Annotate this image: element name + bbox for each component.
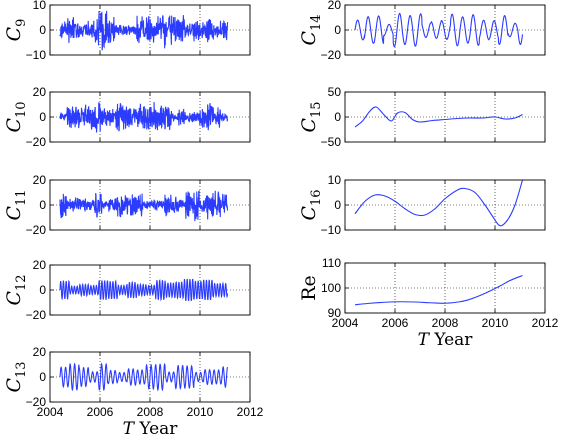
y-tick-label: 20 [33, 345, 47, 359]
panel-c12: 20 0 −20 C12 [3, 258, 251, 322]
y-tick-label: 0 [334, 198, 341, 212]
y-tick-label: 0 [39, 110, 46, 124]
series-line [354, 274, 523, 306]
x-tick-label: 2010 [187, 405, 214, 419]
panel-c11: 20 0 −20 C11 [3, 173, 251, 237]
y-tick-label: 20 [33, 85, 47, 99]
series-line [59, 189, 229, 222]
panel-c9: 10 0 −10 C9 [3, 0, 251, 62]
y-tick-label: 20 [33, 173, 47, 187]
y-axis-label: C10 [3, 101, 29, 132]
series-line [59, 362, 229, 392]
y-tick-label: 90 [328, 306, 342, 320]
panel-c14: 20 0 −20 C14 [298, 0, 546, 62]
y-tick-label: 0 [39, 283, 46, 297]
y-tick-label: −20 [321, 48, 342, 62]
x-tick-label: 2012 [237, 405, 264, 419]
y-axis-label: C12 [3, 274, 29, 305]
x-tick-label: 2006 [87, 405, 114, 419]
y-axis-label: C15 [298, 101, 324, 132]
series-line [354, 106, 523, 128]
panel-c16: 10 0 −10 C16 [298, 173, 546, 237]
panel-c10: 20 0 −20 C10 [3, 85, 251, 149]
y-tick-label: 110 [322, 256, 341, 270]
y-axis-label: Re [298, 275, 320, 301]
y-tick-label: 0 [39, 370, 46, 384]
y-tick-label: 100 [321, 281, 341, 295]
y-tick-label: 0 [39, 23, 46, 37]
y-tick-label: −10 [321, 223, 342, 237]
x-tick-label: 2006 [382, 316, 409, 330]
y-tick-label: −10 [26, 48, 47, 62]
x-tick-label: 2008 [432, 316, 459, 330]
series-line [354, 179, 524, 227]
x-tick-label: 2004 [332, 316, 359, 330]
y-axis-label: C14 [298, 14, 324, 45]
y-tick-label: −20 [26, 395, 47, 409]
y-tick-label: −20 [26, 135, 47, 149]
y-tick-label: 0 [39, 198, 46, 212]
y-tick-label: 0 [334, 23, 341, 37]
y-tick-label: −20 [26, 223, 47, 237]
panel-c15: 50 0 −50 C15 [298, 85, 546, 149]
series-line [354, 12, 524, 48]
y-axis-label: C11 [3, 189, 29, 220]
y-tick-label: −50 [321, 135, 342, 149]
y-axis-label: C13 [3, 361, 29, 392]
x-tick-label: 2008 [137, 405, 164, 419]
x-tick-label: 2010 [482, 316, 509, 330]
y-tick-label: 10 [33, 0, 47, 12]
y-tick-label: 10 [328, 173, 342, 187]
x-axis-label: T Year [123, 419, 179, 437]
x-axis-label: T Year [418, 330, 474, 350]
series-line [59, 278, 229, 302]
y-tick-label: 50 [328, 85, 342, 99]
y-tick-label: 20 [328, 0, 342, 12]
x-tick-label: 2012 [532, 316, 559, 330]
series-line [59, 10, 229, 51]
y-tick-label: 0 [334, 110, 341, 124]
y-axis-label: C16 [298, 189, 324, 220]
series-line [59, 102, 229, 133]
x-tick-label: 2004 [37, 405, 64, 419]
y-tick-label: −20 [26, 308, 47, 322]
y-tick-label: 20 [33, 258, 47, 272]
y-axis-label: C9 [3, 19, 29, 42]
